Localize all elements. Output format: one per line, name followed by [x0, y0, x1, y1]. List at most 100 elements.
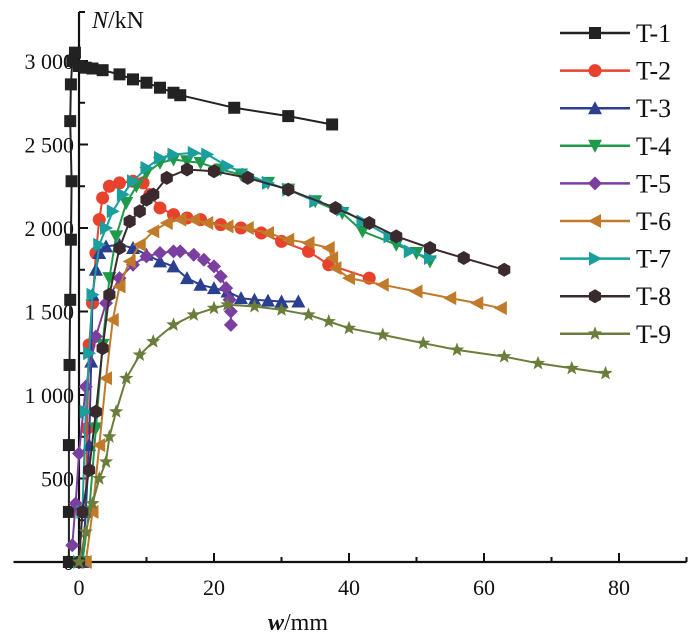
legend: T-1 T-2 T-3 T-4 T-5 T-6 T-7 T-8 T-9: [560, 19, 671, 349]
data-point: [200, 215, 214, 230]
data-point: [64, 115, 77, 128]
data-point: [62, 556, 75, 568]
data-point: [375, 277, 389, 292]
data-point: [281, 232, 295, 247]
data-point: [166, 317, 181, 331]
data-point: [193, 156, 208, 170]
legend-item-t-2: T-2: [560, 57, 671, 86]
x-tick-label: 40: [338, 575, 360, 600]
data-point: [64, 293, 77, 306]
x-axis-title-symbol: w: [268, 610, 285, 636]
data-point: [390, 229, 403, 244]
data-point: [100, 221, 113, 235]
legend-marker: [587, 326, 603, 340]
data-point: [449, 342, 465, 356]
data-point: [123, 214, 136, 229]
data-point: [241, 170, 254, 185]
data-point: [64, 78, 77, 91]
series-t-6: [78, 212, 507, 569]
y-tick-label: 3 000: [25, 49, 75, 74]
data-point: [92, 246, 107, 260]
data-point: [180, 155, 194, 169]
data-point: [341, 320, 357, 335]
data-point: [389, 238, 404, 252]
legend-marker: [588, 214, 601, 228]
data-point: [383, 229, 397, 244]
series-line: [78, 168, 505, 563]
data-point: [206, 300, 222, 315]
legend-item-t-9: T-9: [560, 320, 671, 349]
series-t-7: [73, 145, 437, 569]
data-point: [219, 281, 234, 296]
data-point: [220, 219, 234, 234]
data-point: [234, 291, 248, 305]
data-point: [498, 262, 511, 277]
legend-label: T-8: [636, 282, 671, 311]
data-point: [187, 145, 201, 160]
series-line: [78, 151, 431, 563]
y-axis-title-symbol: N: [91, 8, 110, 34]
data-point: [85, 496, 100, 510]
data-point: [180, 162, 194, 177]
data-point: [403, 244, 417, 259]
legend-marker: [588, 139, 602, 153]
data-point: [65, 538, 80, 553]
data-point: [147, 187, 160, 202]
data-point: [207, 259, 221, 274]
data-point: [140, 76, 153, 89]
legend-marker: [589, 27, 601, 39]
data-point: [186, 307, 201, 321]
data-point: [105, 312, 119, 327]
data-point: [196, 252, 211, 267]
legend-marker: [588, 101, 602, 115]
data-point: [108, 404, 124, 418]
data-point: [424, 251, 437, 266]
data-point: [116, 187, 130, 202]
y-tick-label: 2 500: [25, 133, 75, 158]
data-point: [159, 215, 173, 230]
data-point: [86, 287, 100, 302]
x-axis-title-unit: /mm: [284, 610, 328, 636]
data-point: [133, 204, 146, 219]
data-point: [64, 233, 77, 246]
data-point: [140, 160, 154, 175]
data-point: [76, 504, 89, 519]
data-point: [83, 346, 97, 361]
series-t-9: [71, 297, 613, 569]
y-axis-title-unit: /kN: [108, 8, 144, 34]
data-point: [89, 404, 102, 419]
data-point: [220, 297, 235, 311]
legend-item-t-4: T-4: [560, 132, 671, 161]
data-point: [598, 365, 613, 380]
data-point: [167, 147, 181, 162]
data-point: [174, 89, 187, 102]
series-layer: [62, 46, 613, 569]
data-point: [83, 463, 96, 478]
data-point: [113, 241, 126, 256]
data-point: [102, 179, 116, 193]
data-point: [103, 287, 116, 302]
legend-item-t-7: T-7: [560, 245, 671, 274]
data-point: [186, 212, 200, 227]
series-t-1: [62, 46, 339, 568]
series-line: [81, 180, 370, 563]
data-point: [201, 147, 215, 162]
data-point: [207, 164, 221, 179]
data-point: [102, 429, 117, 443]
data-point: [113, 68, 126, 81]
data-point: [62, 505, 75, 518]
data-point: [329, 200, 342, 215]
x-tick-label: 60: [473, 575, 495, 600]
x-tick-label: 0: [74, 575, 85, 600]
data-point: [240, 221, 254, 235]
data-point: [443, 291, 457, 306]
legend-marker: [588, 176, 602, 191]
x-tick-label: 20: [203, 575, 225, 600]
data-point: [109, 230, 124, 244]
data-point: [355, 225, 370, 239]
data-point: [274, 294, 289, 308]
data-point: [96, 191, 110, 205]
data-point: [221, 159, 235, 174]
legend-item-t-6: T-6: [560, 207, 671, 236]
